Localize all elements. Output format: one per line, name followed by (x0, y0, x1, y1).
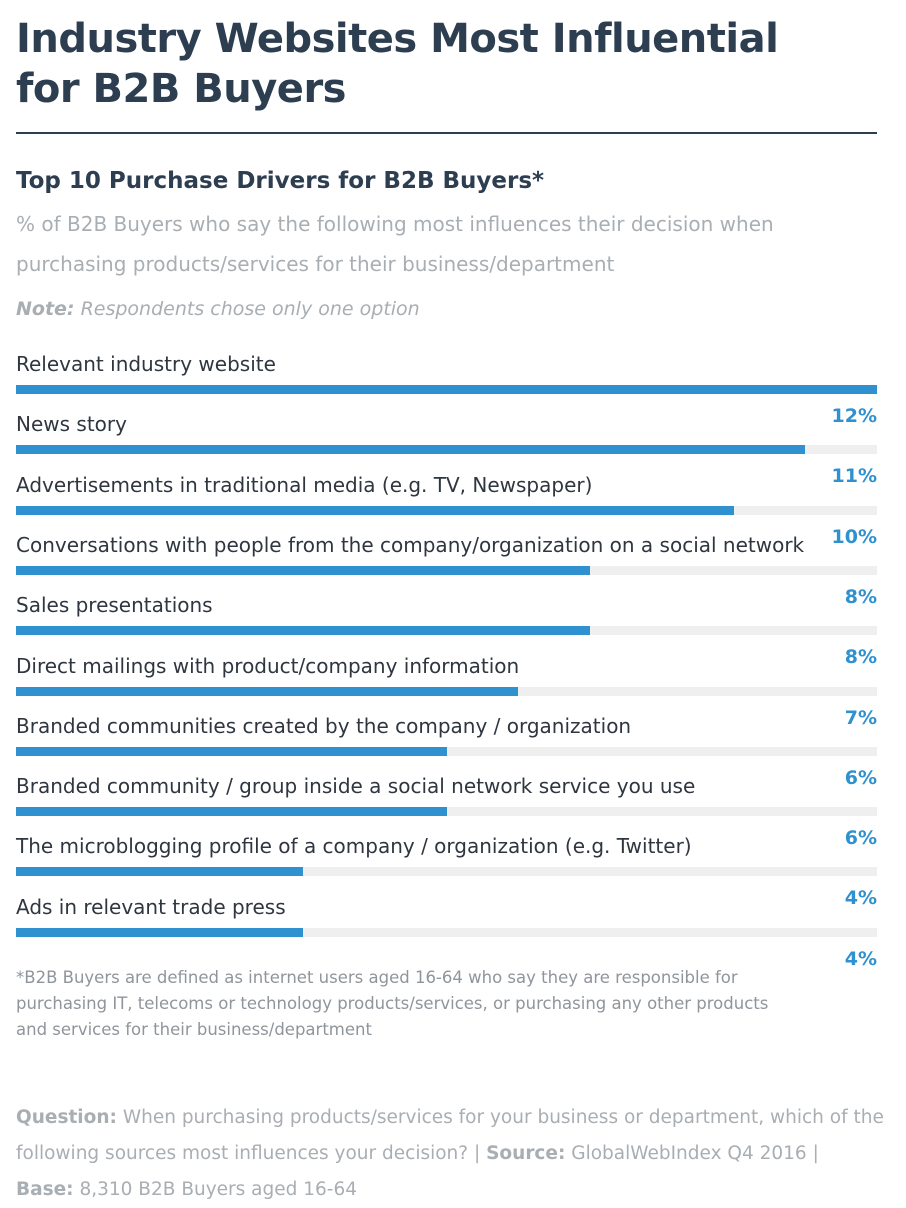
chart-note: Note: Respondents chose only one option (16, 298, 420, 320)
bar-track (16, 746, 877, 756)
bar-value-label: 11% (831, 465, 877, 488)
title-line-1: Industry Websites Most Influential (16, 16, 779, 62)
source-text: GlobalWebIndex Q4 2016 (571, 1143, 807, 1164)
bar-value-label: 8% (844, 585, 877, 608)
chart-subtitle: Top 10 Purchase Drivers for B2B Buyers* (16, 168, 545, 194)
bar (16, 505, 734, 515)
bar-label: Direct mailings with product/company inf… (16, 653, 520, 678)
bar (16, 867, 303, 877)
bar-label: News story (16, 412, 127, 437)
bar (16, 746, 447, 756)
bar-label: Advertisements in traditional media (e.g… (16, 472, 593, 497)
bar-label: Branded communities created by the compa… (16, 713, 632, 738)
bar-track (16, 626, 877, 636)
bar-value-label: 6% (844, 766, 877, 789)
bar-label: Sales presentations (16, 593, 213, 618)
bar-track (16, 505, 877, 515)
bar (16, 626, 590, 636)
bar-track (16, 867, 877, 877)
footer-separator-1: | (473, 1143, 481, 1164)
title-line-2: for B2B Buyers (16, 66, 346, 112)
question-label: Question: (16, 1107, 117, 1128)
bar-label: Branded community / group inside a socia… (16, 774, 696, 799)
bar-track (16, 807, 877, 817)
bar-value-label: 6% (844, 827, 877, 850)
bar-track (16, 686, 877, 696)
bar-label: The microblogging profile of a company /… (16, 834, 692, 859)
page-title: Industry Websites Most Influential for B… (16, 14, 779, 114)
title-divider (16, 132, 877, 134)
bar-label: Relevant industry website (16, 352, 276, 376)
chart-description: % of B2B Buyers who say the following mo… (16, 212, 774, 276)
footnote: *B2B Buyers are defined as internet user… (16, 968, 769, 1039)
footer-separator-2: | (812, 1143, 819, 1164)
bar-value-label: 7% (844, 706, 877, 729)
bar (16, 565, 590, 575)
bar-value-label: 4% (844, 887, 877, 910)
question-text: When purchasing products/services for yo… (16, 1107, 884, 1164)
note-text: Respondents chose only one option (80, 298, 420, 320)
base-label: Base: (16, 1179, 74, 1200)
bar-label: Conversations with people from the compa… (16, 532, 805, 557)
bar-value-label: 12% (831, 405, 877, 427)
source-label: Source: (486, 1143, 566, 1164)
bar (16, 686, 519, 696)
base-text: 8,310 B2B Buyers aged 16-64 (79, 1179, 358, 1200)
bar-value-label: 10% (831, 525, 877, 548)
bar-track (16, 565, 877, 575)
note-label: Note: (16, 298, 75, 320)
bar-value-label: 8% (844, 646, 877, 669)
bar (16, 807, 447, 817)
bar (16, 445, 806, 455)
bar (16, 385, 877, 394)
bar-track (16, 927, 877, 937)
bar (16, 927, 303, 937)
chart-footer: Question: When purchasing products/servi… (16, 1100, 896, 1208)
bar-label: Ads in relevant trade press (16, 894, 286, 919)
bar-track (16, 445, 877, 455)
bar-value-label: 4% (844, 947, 877, 970)
bar-track (16, 385, 877, 394)
